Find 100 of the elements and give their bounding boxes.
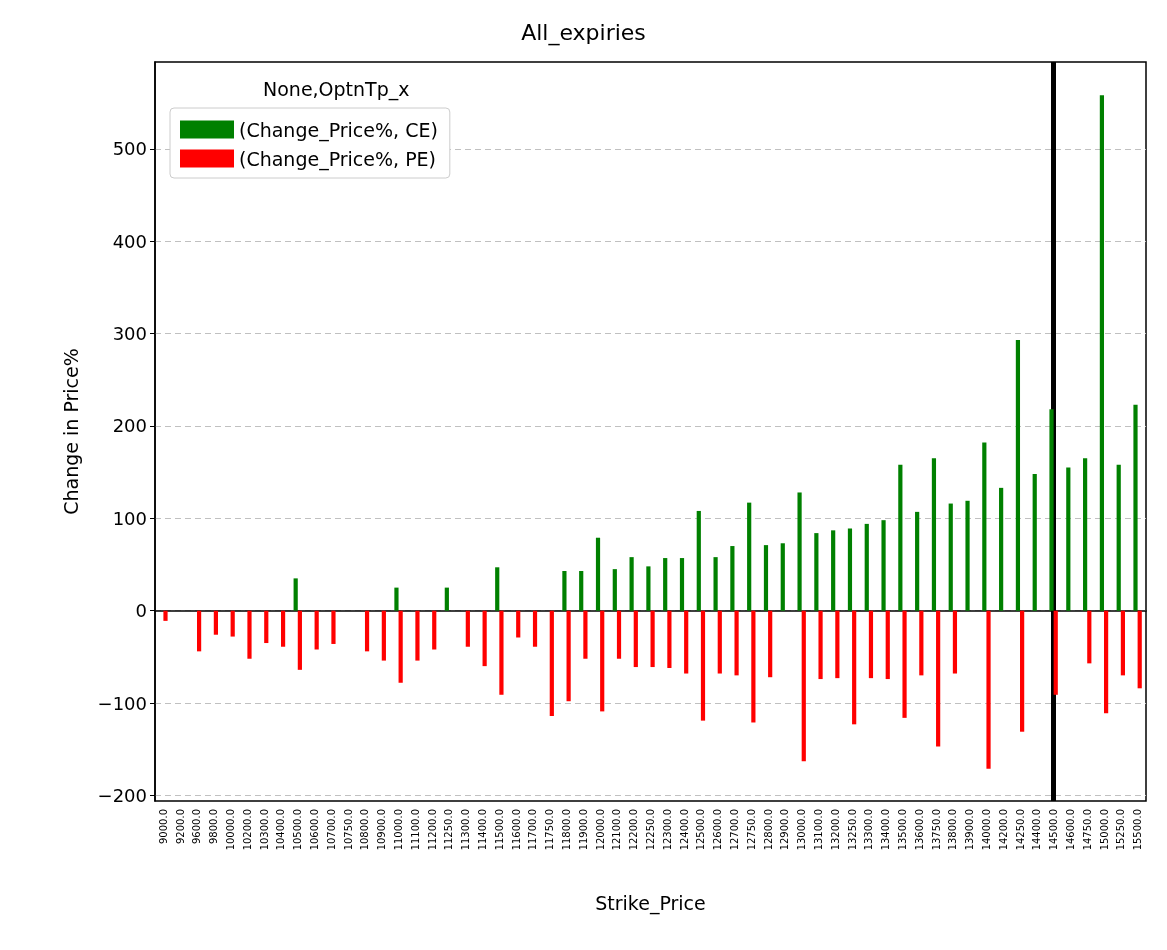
bar (633, 610, 638, 668)
legend-label: (Change_Price%, PE) (239, 147, 437, 171)
bar (163, 610, 168, 621)
bar (797, 492, 802, 611)
bar (196, 610, 202, 652)
x-tick-label: 13600.0 (913, 809, 925, 851)
bar (562, 570, 567, 611)
bar (847, 528, 853, 611)
x-tick-label: 9600.0 (191, 809, 203, 844)
x-tick-label: 12600.0 (712, 809, 724, 851)
x-tick-label: 14200.0 (997, 809, 1009, 851)
bar (293, 578, 298, 611)
x-tick-label: 12400.0 (678, 809, 690, 851)
bar (230, 610, 235, 637)
x-tick-label: 10300.0 (258, 809, 270, 851)
x-tick-label: 13750.0 (930, 809, 942, 851)
bar (999, 487, 1004, 611)
bar (297, 610, 302, 670)
bar (868, 610, 874, 679)
bar (852, 610, 857, 725)
x-tick-label: 14000.0 (980, 809, 992, 851)
bar (650, 610, 655, 668)
bar (1032, 473, 1037, 611)
x-tick-label: 11700.0 (527, 809, 539, 851)
x-tick-label: 10500.0 (292, 809, 304, 851)
bar (780, 543, 785, 611)
x-tick-label: 15500.0 (1132, 809, 1144, 851)
y-tick-label: 0 (135, 600, 147, 622)
x-tick-label: 12800.0 (762, 809, 774, 851)
x-tick-label: 10800.0 (359, 809, 371, 851)
bar (936, 610, 941, 747)
bar (1015, 340, 1021, 611)
x-tick-label: 12100.0 (611, 809, 623, 851)
bar (1066, 467, 1071, 611)
bar (982, 442, 987, 611)
bar (532, 610, 538, 647)
bar (679, 558, 685, 611)
bar (801, 610, 806, 762)
bar (213, 610, 218, 635)
y-tick-label: 300 (112, 323, 147, 345)
bar (730, 546, 735, 611)
x-tick-label: 11500.0 (493, 809, 505, 851)
x-tick-label: 11100.0 (409, 809, 421, 851)
bar (482, 610, 487, 667)
bar (1049, 409, 1054, 611)
bar (1020, 610, 1025, 732)
legend-label: (Change_Price%, CE) (239, 118, 438, 142)
x-tick-label: 14250.0 (1014, 809, 1026, 851)
x-tick-label: 14400.0 (1031, 809, 1043, 851)
x-tick-label: 10700.0 (325, 809, 337, 851)
bar (381, 610, 386, 661)
bar (717, 610, 722, 674)
x-tick-label: 11200.0 (426, 809, 438, 851)
bar (818, 610, 823, 680)
bar (763, 545, 769, 611)
bar (600, 610, 605, 712)
bar (331, 610, 336, 644)
y-tick-label: 200 (112, 415, 147, 437)
x-tick-label: 10900.0 (376, 809, 388, 851)
y-tick-label: −200 (97, 784, 147, 806)
bar (667, 610, 672, 668)
x-tick-label: 13400.0 (880, 809, 892, 851)
bar (394, 587, 399, 611)
x-tick-label: 12000.0 (594, 809, 606, 851)
bar (1053, 610, 1058, 695)
bar (898, 464, 903, 611)
bar (364, 610, 370, 652)
x-tick-label: 14600.0 (1064, 809, 1076, 851)
bar (247, 610, 252, 659)
chart-title: All_expiries (521, 19, 646, 46)
x-axis-title: Strike_Price (595, 891, 706, 915)
x-tick-label: 12250.0 (645, 809, 656, 851)
bar (1120, 610, 1125, 676)
bar (986, 610, 991, 769)
x-tick-label: 10750.0 (342, 809, 354, 851)
bar (646, 566, 651, 611)
bar (684, 610, 689, 674)
legend-title: None,OptnTp_x (263, 77, 410, 101)
bar (831, 530, 836, 611)
bar (864, 523, 869, 611)
x-tick-label: 12900.0 (779, 809, 791, 851)
bar (516, 610, 521, 638)
y-axis-title: Change in Price% (59, 348, 82, 515)
x-tick-label: 14750.0 (1081, 809, 1093, 851)
x-tick-label: 11900.0 (577, 809, 589, 851)
bar (768, 610, 773, 678)
bar (734, 610, 739, 676)
x-tick-label: 13100.0 (812, 809, 824, 851)
bar (747, 502, 752, 611)
x-tick-label: 13500.0 (896, 809, 908, 851)
bar (902, 610, 907, 718)
bar (314, 610, 319, 650)
bar (931, 458, 937, 611)
bar (583, 610, 588, 659)
bar (612, 569, 617, 611)
bar (616, 610, 622, 659)
bar (948, 503, 953, 611)
x-tick-label: 10600.0 (309, 809, 321, 851)
x-tick-label: 9000.0 (157, 809, 169, 844)
x-tick-label: 11000.0 (393, 809, 405, 851)
